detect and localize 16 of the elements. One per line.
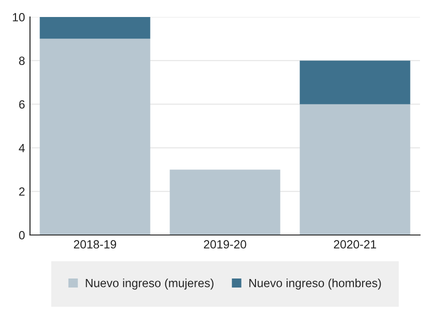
y-tick-label: 0 <box>19 231 25 240</box>
legend-label: Nuevo ingreso (mujeres) <box>86 278 214 290</box>
y-tick-label: 4 <box>18 144 25 152</box>
y-tick-label: 6 <box>19 100 25 109</box>
bar <box>40 17 150 39</box>
bar <box>300 60 410 104</box>
x-tick-label: 2020-21 <box>334 240 376 249</box>
y-tick-label: 10 <box>12 13 25 22</box>
bar <box>40 38 150 235</box>
y-tick-label: 2 <box>19 187 25 196</box>
y-tick-label: 8 <box>19 56 25 65</box>
legend-label: Nuevo ingreso (hombres) <box>249 278 381 290</box>
bar <box>300 104 410 235</box>
x-tick-label: 2019-20 <box>204 240 246 249</box>
x-tick-label: 2018-19 <box>74 240 116 249</box>
bar <box>170 170 280 235</box>
